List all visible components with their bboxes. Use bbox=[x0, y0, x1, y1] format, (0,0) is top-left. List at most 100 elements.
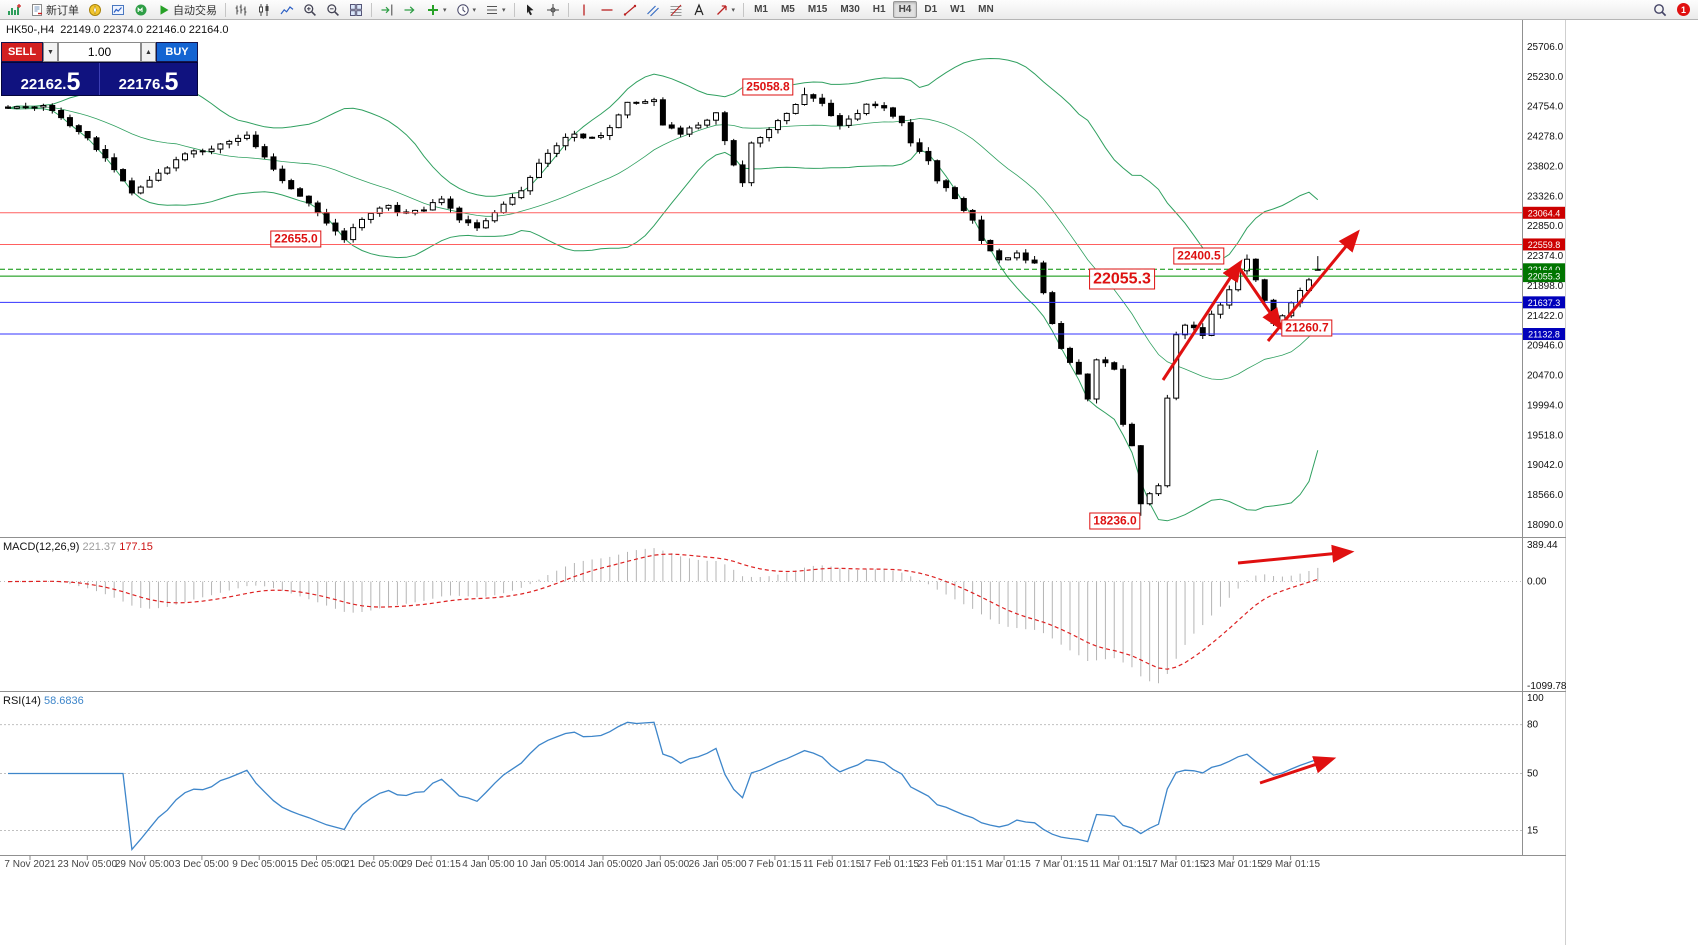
svg-text:23064.4: 23064.4 bbox=[1528, 208, 1561, 218]
fibonacci-tool-button[interactable] bbox=[665, 1, 687, 19]
crosshair-tool-button[interactable] bbox=[542, 1, 564, 19]
svg-text:20946.0: 20946.0 bbox=[1527, 341, 1564, 352]
mql-community-button[interactable] bbox=[130, 1, 152, 19]
bar-chart-button[interactable] bbox=[230, 1, 252, 19]
crosshair-icon bbox=[546, 3, 559, 16]
time-label: 1 Mar 01:15 bbox=[977, 859, 1031, 870]
timeframe-h4-button[interactable]: H4 bbox=[892, 1, 918, 18]
zoom-out-button[interactable] bbox=[322, 1, 344, 19]
new-chart-icon bbox=[8, 3, 21, 15]
svg-text:389.44: 389.44 bbox=[1527, 540, 1558, 551]
svg-text:50: 50 bbox=[1527, 769, 1539, 780]
candles-icon bbox=[259, 3, 269, 16]
templates-button[interactable]: ▾ bbox=[481, 1, 510, 19]
timeframe-m30-button[interactable]: M30 bbox=[840, 4, 860, 15]
toolbar-separator bbox=[567, 2, 569, 17]
time-label: 11 Mar 01:15 bbox=[1089, 859, 1148, 870]
metaeditor-button[interactable] bbox=[84, 1, 106, 19]
one-click-prices: 22162. 5 22176. 5 bbox=[1, 62, 198, 96]
svg-text:22055.3: 22055.3 bbox=[1528, 272, 1561, 282]
plus-icon bbox=[428, 4, 438, 15]
zoom-out-icon bbox=[327, 3, 339, 16]
timeframe-d1-button[interactable]: D1 bbox=[924, 4, 938, 15]
new-order-button[interactable]: 新订单 bbox=[26, 1, 83, 19]
sell-button[interactable]: SELL bbox=[1, 42, 43, 62]
svg-text:0.00: 0.00 bbox=[1527, 577, 1547, 588]
line-chart-button[interactable] bbox=[276, 1, 298, 19]
search-button[interactable] bbox=[1649, 1, 1671, 19]
price-annotation[interactable]: 22055.3 bbox=[1089, 268, 1155, 290]
tile-windows-button[interactable] bbox=[345, 1, 367, 19]
time-label: 15 Dec 05:00 bbox=[286, 859, 347, 870]
trendline-tool-button[interactable] bbox=[619, 1, 641, 19]
autoscroll-icon bbox=[404, 5, 415, 14]
svg-text:21132.8: 21132.8 bbox=[1528, 330, 1560, 340]
svg-text:20470.0: 20470.0 bbox=[1527, 371, 1564, 382]
price-annotation[interactable]: 25058.8 bbox=[742, 78, 794, 96]
chevron-down-icon: ▾ bbox=[443, 6, 447, 14]
ohlc-values: 22149.0 22374.0 22146.0 22164.0 bbox=[60, 24, 229, 36]
time-axis[interactable]: 7 Nov 2021 23 Nov 05:00 29 Nov 05:00 3 Dec … bbox=[0, 859, 1522, 875]
cursor-icon bbox=[526, 4, 534, 15]
candlestick-chart-button[interactable] bbox=[253, 1, 275, 19]
clock-icon bbox=[456, 3, 469, 16]
horizontal-line-tool-button[interactable] bbox=[596, 1, 618, 19]
svg-text:24754.0: 24754.0 bbox=[1527, 102, 1564, 113]
toolbar-separator bbox=[743, 2, 745, 17]
vertical-line-tool-button[interactable] bbox=[573, 1, 595, 19]
mql-icon bbox=[135, 4, 147, 15]
time-label: 29 Mar 01:15 bbox=[1261, 859, 1321, 870]
sell-price[interactable]: 22162. 5 bbox=[20, 67, 81, 96]
chart-shift-button[interactable] bbox=[376, 1, 398, 19]
charts-button[interactable] bbox=[107, 1, 129, 19]
time-label: 7 Feb 01:15 bbox=[748, 859, 802, 870]
svg-text:18090.0: 18090.0 bbox=[1527, 520, 1564, 531]
text-tool-button[interactable] bbox=[688, 1, 710, 19]
chart-canvas[interactable]: 23064.422559.822164.022055.321637.321132… bbox=[0, 20, 1566, 945]
zoom-in-button[interactable] bbox=[299, 1, 321, 19]
add-indicator-button[interactable]: ▾ bbox=[422, 1, 451, 19]
volume-down-button[interactable]: ▼ bbox=[43, 42, 58, 62]
auto-scroll-button[interactable] bbox=[399, 1, 421, 19]
volume-input[interactable] bbox=[58, 42, 141, 62]
time-label: 20 Jan 05:00 bbox=[631, 859, 690, 870]
timeframe-m5-button[interactable]: M5 bbox=[780, 4, 795, 15]
timeframe-h1-button[interactable]: H1 bbox=[872, 4, 886, 15]
chevron-down-icon: ▾ bbox=[731, 6, 736, 14]
chart-title: HK50-,H4 22149.0 22374.0 22146.0 22164.0 bbox=[6, 24, 229, 36]
play-icon bbox=[160, 4, 169, 15]
arrows-tool-button[interactable]: ▾ bbox=[711, 1, 740, 19]
price-annotation[interactable]: 18236.0 bbox=[1089, 512, 1141, 530]
svg-text:21637.3: 21637.3 bbox=[1528, 298, 1561, 308]
auto-trading-button[interactable]: 自动交易 bbox=[153, 1, 221, 19]
timeframe-mn-button[interactable]: MN bbox=[978, 4, 994, 15]
fibo-icon bbox=[670, 4, 682, 16]
timeframe-m15-button[interactable]: M15 bbox=[807, 4, 828, 15]
buy-price[interactable]: 22176. 5 bbox=[118, 67, 179, 96]
time-label: 4 Jan 05:00 bbox=[462, 859, 515, 870]
price-divider bbox=[99, 63, 100, 95]
rsi-label: RSI(14) 58.6836 bbox=[3, 695, 84, 707]
timeframe-w1-button[interactable]: W1 bbox=[950, 4, 966, 15]
price-annotation[interactable]: 22400.5 bbox=[1173, 247, 1225, 265]
one-click-top-row: SELL ▼ ▲ BUY bbox=[1, 42, 198, 62]
toolbar-separator bbox=[225, 2, 226, 17]
channel-tool-button[interactable] bbox=[642, 1, 664, 19]
volume-up-button[interactable]: ▲ bbox=[141, 42, 156, 62]
time-label: 29 Nov 05:00 bbox=[114, 859, 175, 870]
time-label: 23 Mar 01:15 bbox=[1203, 859, 1263, 870]
cursor-tool-button[interactable] bbox=[519, 1, 541, 19]
periods-button[interactable]: ▾ bbox=[452, 1, 481, 19]
svg-text:23326.0: 23326.0 bbox=[1527, 191, 1564, 202]
price-annotation[interactable]: 21260.7 bbox=[1281, 319, 1333, 337]
new-order-icon bbox=[32, 3, 42, 16]
buy-button[interactable]: BUY bbox=[156, 42, 198, 62]
timeframe-m1-button[interactable]: M1 bbox=[754, 4, 768, 15]
price-annotation[interactable]: 22655.0 bbox=[270, 230, 322, 248]
time-label: 11 Feb 01:15 bbox=[803, 859, 862, 870]
notification-badge[interactable]: 1 bbox=[1677, 3, 1690, 16]
svg-text:25230.0: 25230.0 bbox=[1527, 72, 1564, 83]
new-chart-button[interactable] bbox=[3, 1, 25, 19]
macd-label: MACD(12,26,9) 221.37 177.15 bbox=[3, 541, 153, 553]
